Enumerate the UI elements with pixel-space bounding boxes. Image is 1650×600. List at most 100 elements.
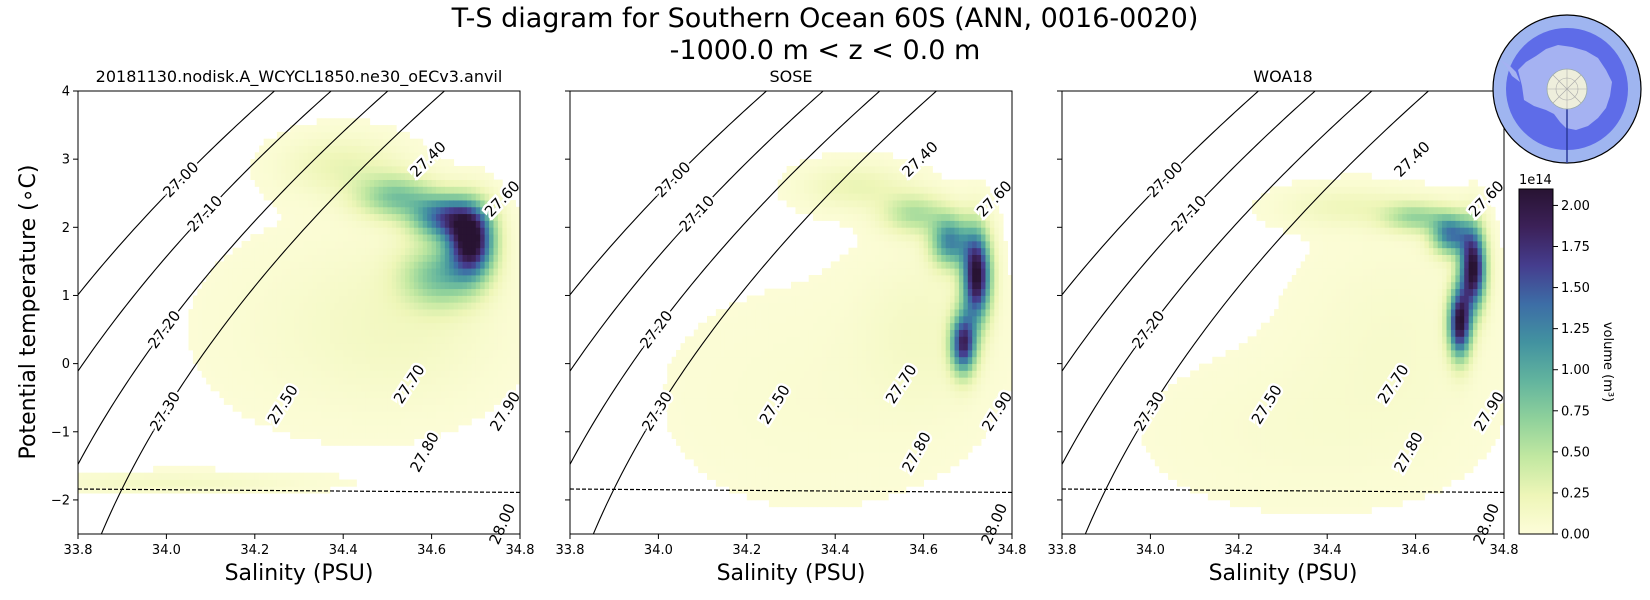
heatmap-cell [751, 404, 757, 412]
heatmap-cell [897, 275, 902, 283]
heatmap-cell [391, 247, 397, 255]
heatmap-cell [493, 370, 499, 378]
heatmap-cell [689, 343, 695, 351]
heatmap-cell [821, 302, 827, 310]
heatmap-cell [343, 131, 349, 140]
heatmap-cell [356, 165, 362, 174]
heatmap-cell [764, 431, 770, 439]
heatmap-cell [808, 315, 814, 324]
heatmap-cell [888, 377, 894, 385]
heatmap-cell [480, 220, 486, 228]
heatmap-cell [786, 322, 792, 330]
heatmap-cell [702, 343, 708, 351]
heatmap-cell [387, 125, 393, 133]
heatmap-cell [497, 206, 503, 215]
x-tick-label: 34.2 [240, 543, 269, 558]
heatmap-cell [272, 227, 278, 235]
heatmap-cell [382, 159, 388, 167]
heatmap-cell [821, 377, 827, 385]
heatmap-cell [475, 186, 481, 194]
heatmap-cell [436, 261, 441, 269]
heatmap-cell [480, 377, 486, 385]
heatmap-cell [773, 390, 779, 399]
heatmap-cell [338, 384, 344, 392]
heatmap-cell [431, 268, 437, 276]
heatmap-cell [870, 322, 876, 330]
heatmap-cell [400, 418, 406, 426]
heatmap-cell [777, 486, 783, 494]
heatmap-cell [338, 349, 344, 358]
heatmap-cell [413, 281, 419, 290]
heatmap-cell [290, 220, 295, 228]
heatmap-cell [883, 349, 889, 358]
heatmap-cell [892, 479, 898, 487]
heatmap-cell [440, 377, 446, 385]
heatmap-cell [453, 247, 459, 255]
heatmap-cell [294, 411, 300, 419]
heatmap-cell [360, 336, 366, 344]
heatmap-cell [405, 213, 410, 221]
heatmap-cell [378, 261, 384, 269]
heatmap-cell [316, 206, 322, 215]
heatmap-cell [852, 247, 858, 255]
heatmap-cell [737, 343, 743, 351]
heatmap-cell [506, 329, 512, 337]
heatmap-cell [848, 404, 854, 412]
heatmap-cell [515, 302, 520, 310]
heatmap-cell [356, 200, 362, 208]
heatmap-cell [462, 390, 468, 399]
heatmap-cell [374, 145, 379, 153]
heatmap-cell [325, 302, 331, 310]
heatmap-cell [458, 309, 463, 317]
heatmap-cell [360, 240, 366, 249]
heatmap-cell [95, 479, 101, 487]
heatmap-cell [861, 424, 867, 433]
heatmap-cell [768, 315, 774, 324]
heatmap-cell [883, 295, 889, 303]
heatmap-cell [378, 404, 384, 412]
heatmap-cell [228, 268, 234, 276]
heatmap-cell [707, 329, 712, 337]
heatmap-cell [768, 445, 774, 453]
heatmap-cell [768, 465, 774, 474]
heatmap-cell [290, 486, 295, 494]
heatmap-cell [466, 213, 472, 221]
heatmap-cell [471, 309, 477, 317]
heatmap-cell [497, 336, 503, 344]
heatmap-cell [237, 288, 242, 296]
heatmap-cell [689, 431, 695, 439]
heatmap-cell [782, 424, 787, 433]
heatmap-cell [879, 356, 885, 365]
heatmap-cell [391, 343, 397, 351]
heatmap-cell [338, 281, 344, 290]
heatmap-cell [835, 431, 841, 439]
heatmap-cell [676, 438, 681, 446]
heatmap-cell [413, 193, 419, 201]
heatmap-cell [303, 254, 309, 262]
heatmap-cell [294, 268, 300, 276]
heatmap-cell [449, 384, 455, 392]
heatmap-cell [879, 431, 885, 439]
heatmap-cell [276, 206, 282, 215]
heatmap-cell [436, 288, 441, 296]
heatmap-cell [866, 159, 871, 167]
heatmap-cell [888, 363, 894, 371]
heatmap-cell [254, 179, 260, 187]
heatmap-cell [720, 452, 726, 460]
heatmap-cell [813, 165, 818, 174]
heatmap-cell [870, 356, 876, 365]
heatmap-cell [795, 288, 801, 296]
heatmap-cell [817, 499, 823, 508]
heatmap-cell [733, 363, 739, 371]
heatmap-cell [786, 363, 792, 371]
heatmap-cell [360, 384, 366, 392]
heatmap-cell [444, 349, 450, 358]
heatmap-cell [285, 397, 291, 405]
heatmap-cell [148, 479, 154, 487]
heatmap-cell [742, 424, 748, 433]
heatmap-cell [268, 479, 273, 487]
heatmap-cell [511, 377, 516, 385]
heatmap-cell [290, 343, 295, 351]
heatmap-cell [857, 254, 863, 262]
heatmap-cell [729, 384, 734, 392]
